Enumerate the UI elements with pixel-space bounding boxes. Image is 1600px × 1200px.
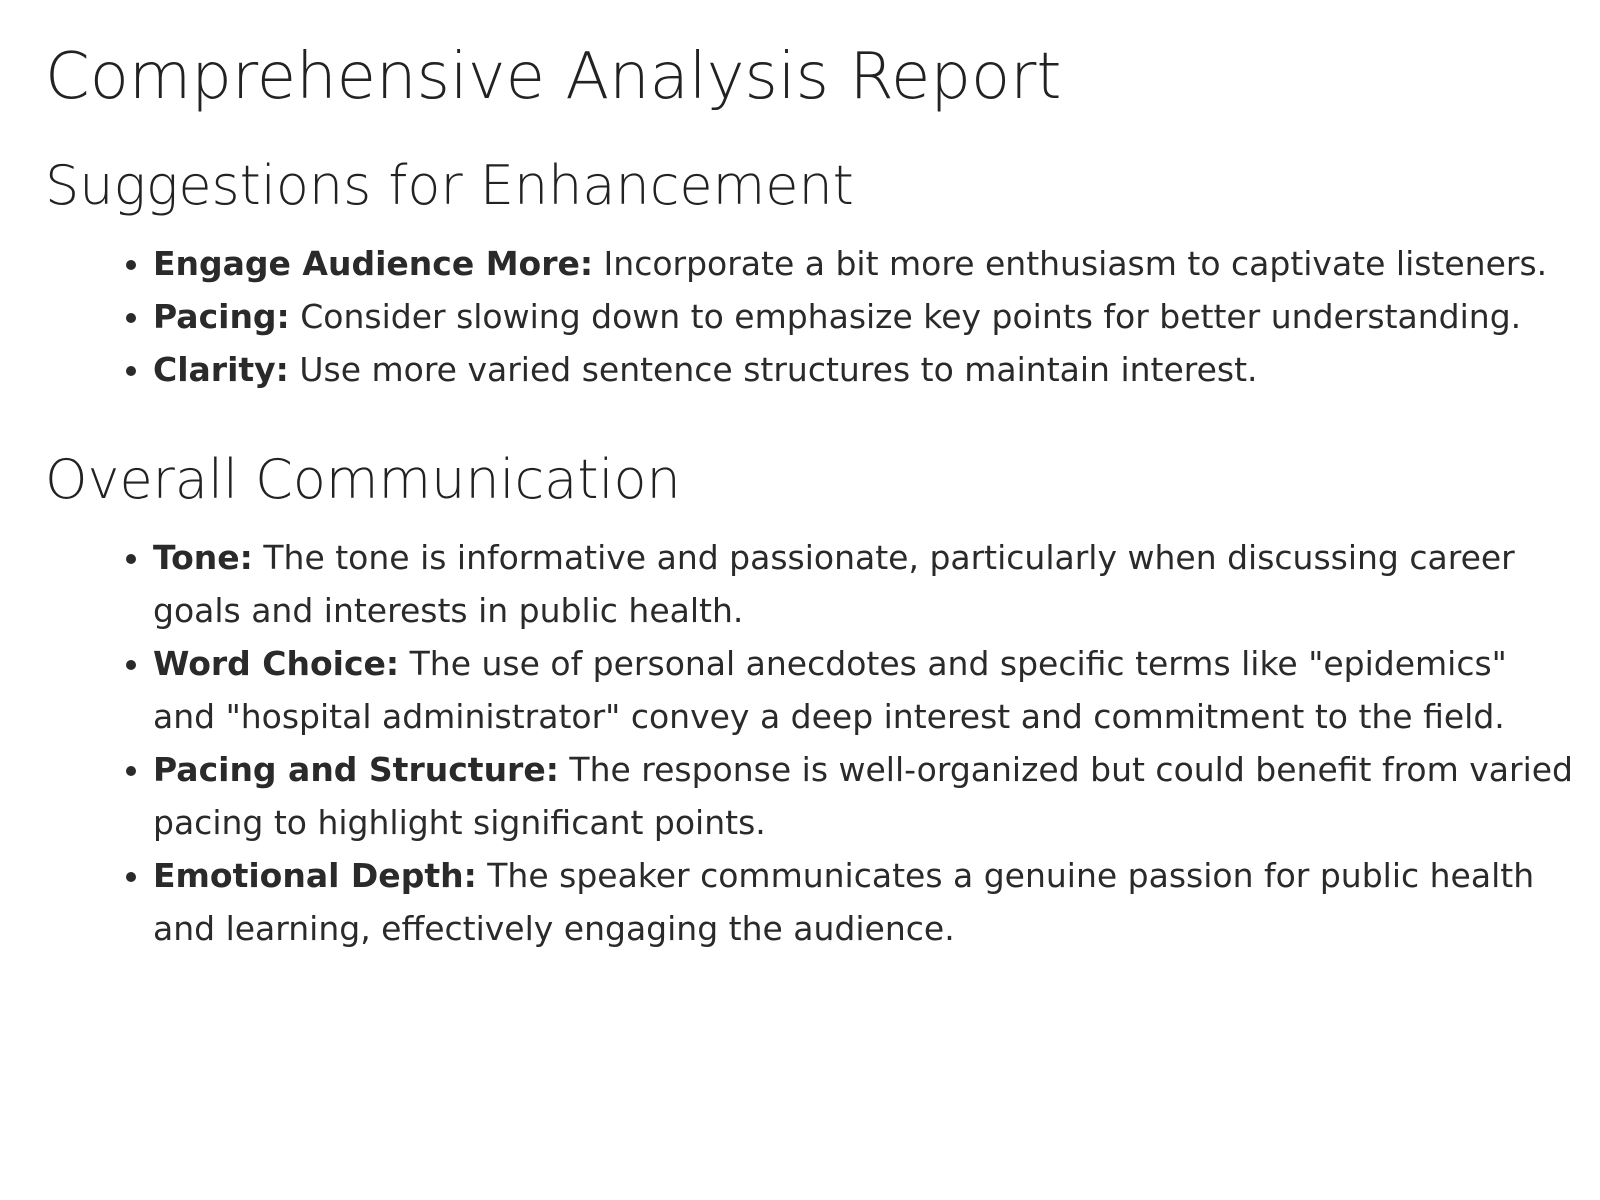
item-label: Pacing: [153, 297, 290, 336]
item-label: Engage Audience More: [153, 244, 594, 283]
page-title: Comprehensive Analysis Report [45, 40, 1062, 114]
item-label: Tone: [153, 538, 253, 577]
suggestions-list: Engage Audience More: Incorporate a bit … [45, 237, 1573, 396]
section-heading-suggestions: Suggestions for Enhancement [45, 154, 854, 217]
item-text: Incorporate a bit more enthusiasm to cap… [593, 244, 1548, 283]
item-text: Consider slowing down to emphasize key p… [289, 297, 1522, 336]
list-item: Pacing: Consider slowing down to emphasi… [153, 290, 1573, 343]
report: Comprehensive Analysis Report Suggestion… [0, 0, 1600, 955]
list-item: Clarity: Use more varied sentence struct… [153, 343, 1573, 396]
item-text: Use more varied sentence structures to m… [288, 350, 1258, 389]
list-item: Pacing and Structure: The response is we… [153, 743, 1573, 849]
list-item: Engage Audience More: Incorporate a bit … [153, 237, 1573, 290]
item-text: The speaker communicates a genuine passi… [153, 856, 1535, 948]
list-item: Tone: The tone is informative and passio… [153, 531, 1573, 637]
section-heading-communication: Overall Communication [45, 448, 681, 511]
item-text: The use of personal anecdotes and specif… [153, 644, 1507, 736]
item-text: The response is well-organized but could… [153, 750, 1573, 842]
item-label: Clarity: [153, 350, 289, 389]
item-label: Pacing and Structure: [153, 750, 559, 789]
list-item: Emotional Depth: The speaker communicate… [153, 849, 1573, 955]
list-item: Word Choice: The use of personal anecdot… [153, 637, 1573, 743]
item-label: Word Choice: [153, 644, 400, 683]
communication-list: Tone: The tone is informative and passio… [45, 531, 1573, 955]
item-text: The tone is informative and passionate, … [153, 538, 1515, 630]
item-label: Emotional Depth: [153, 856, 477, 895]
